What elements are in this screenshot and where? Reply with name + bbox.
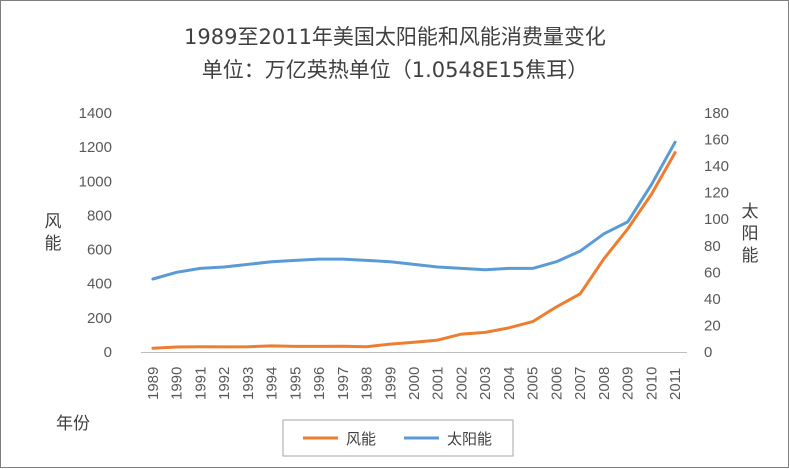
right-axis-ticks: 0 20 40 60 80 100 120 140 160 180 — [704, 105, 729, 361]
left-axis-label: 风能 — [45, 212, 62, 254]
right-tick-label: 60 — [704, 264, 721, 281]
left-tick-label: 600 — [87, 242, 112, 259]
left-tick-label: 1200 — [79, 139, 112, 156]
x-tick-label: 1999 — [382, 367, 399, 400]
legend: 风能 太阳能 — [282, 419, 514, 457]
right-tick-label: 160 — [704, 132, 729, 149]
left-tick-label: 0 — [104, 344, 112, 361]
right-tick-label: 80 — [704, 238, 721, 255]
axis-label-char: 阳 — [742, 224, 759, 244]
right-tick-label: 140 — [704, 158, 729, 175]
chart-subtitle: 单位：万亿英热单位（1.0548E15焦耳） — [202, 58, 588, 82]
legend-label-wind: 风能 — [346, 430, 376, 448]
chart-title: 1989至2011年美国太阳能和风能消费量变化 — [184, 25, 606, 49]
x-tick-label: 2005 — [525, 367, 542, 400]
left-axis-ticks: 0 200 400 600 800 1000 1200 1400 — [79, 105, 112, 361]
right-tick-label: 120 — [704, 185, 729, 202]
x-tick-label: 1997 — [335, 367, 352, 400]
right-axis-label: 太阳能 — [742, 202, 759, 266]
x-tick-label: 1998 — [359, 367, 376, 400]
x-tick-label: 2007 — [572, 367, 589, 400]
x-tick-label: 1992 — [216, 367, 233, 400]
x-axis-label: 年份 — [56, 414, 90, 434]
x-tick-label: 1996 — [311, 367, 328, 400]
left-tick-label: 400 — [87, 276, 112, 293]
left-tick-label: 1400 — [79, 105, 112, 122]
right-tick-label: 40 — [704, 291, 721, 308]
left-tick-label: 1000 — [79, 173, 112, 190]
x-tick-label: 1993 — [240, 367, 257, 400]
series-line-solar — [151, 140, 677, 281]
x-axis-ticks: 1989 1990 1991 1992 1993 1994 1995 1996 1997 1998… — [145, 367, 684, 400]
x-tick-label: 2000 — [406, 367, 423, 400]
x-tick-label: 2008 — [596, 367, 613, 400]
x-tick-label: 2006 — [548, 367, 565, 400]
legend-box — [282, 419, 514, 457]
left-tick-label: 200 — [87, 310, 112, 327]
x-tick-label: 2002 — [453, 367, 470, 400]
x-tick-label: 1991 — [192, 367, 209, 400]
x-tick-label: 2011 — [667, 368, 684, 400]
axis-label-char: 太 — [742, 202, 759, 222]
x-tick-label: 2009 — [620, 367, 637, 400]
series-line-wind — [151, 151, 677, 350]
axis-label-char: 能 — [45, 234, 62, 254]
x-tick-label: 1990 — [169, 367, 186, 400]
x-tick-label: 1995 — [287, 367, 304, 400]
x-tick-label: 2004 — [501, 367, 518, 400]
x-tick-label: 1994 — [264, 367, 281, 400]
axis-label-char: 风 — [45, 212, 62, 232]
right-tick-label: 0 — [704, 344, 712, 361]
legend-label-solar: 太阳能 — [447, 430, 492, 448]
right-tick-label: 20 — [704, 317, 721, 334]
x-tick-label: 2001 — [430, 367, 447, 400]
right-tick-label: 180 — [704, 105, 729, 122]
x-tick-label: 2010 — [643, 367, 660, 400]
left-tick-label: 800 — [87, 207, 112, 224]
series-lines — [151, 140, 677, 350]
x-tick-label: 2003 — [477, 367, 494, 400]
axis-label-char: 能 — [742, 246, 759, 266]
x-tick-label: 1989 — [145, 367, 162, 400]
right-tick-label: 100 — [704, 211, 729, 228]
